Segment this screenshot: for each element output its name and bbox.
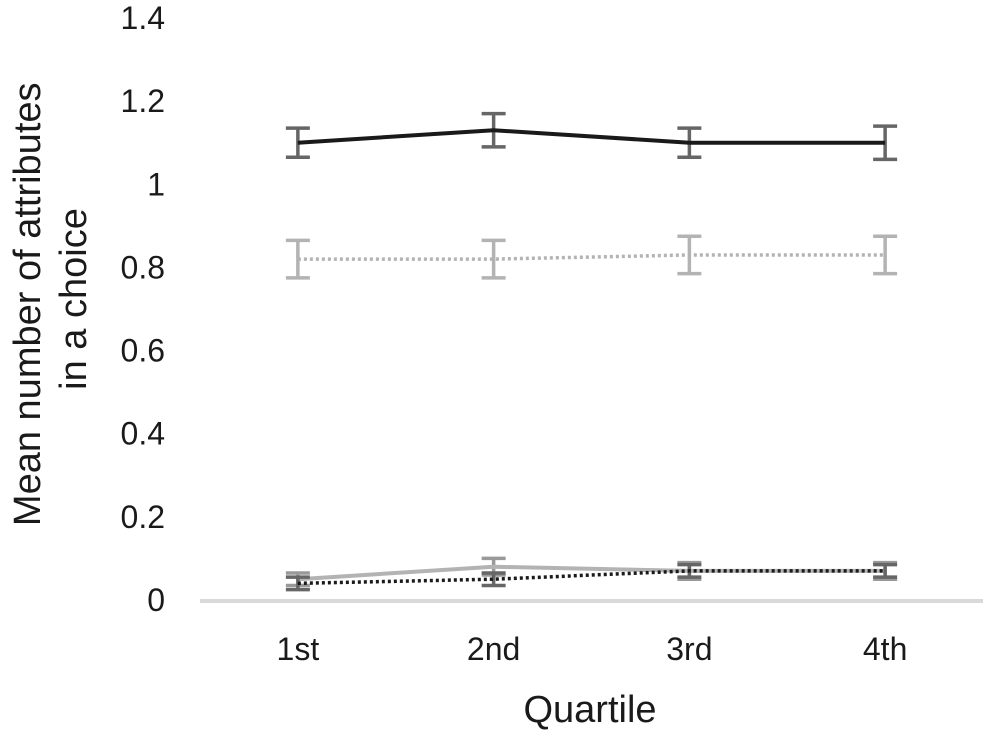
- y-tick-label: 0: [147, 582, 165, 618]
- y-axis-title: Mean number of attributes in a choice: [7, 72, 95, 526]
- y-axis-title-line-1: Mean number of attributes: [7, 82, 49, 526]
- y-axis-title-line-2: in a choice: [53, 208, 95, 390]
- series-2: [285, 234, 898, 280]
- series-4: [285, 562, 898, 592]
- series-layer: [285, 111, 898, 592]
- x-tick-label: 3rd: [666, 631, 712, 667]
- x-axis-title: Quartile: [523, 689, 656, 731]
- y-tick-label: 1.4: [121, 0, 165, 36]
- x-tick-label: 4th: [863, 631, 907, 667]
- series-line: [297, 253, 886, 261]
- x-tick-label: 1st: [277, 631, 320, 667]
- y-tick-label: 0.6: [121, 333, 165, 369]
- y-tick-label: 1: [147, 166, 165, 202]
- y-tick-label: 0.2: [121, 499, 165, 535]
- series-line: [297, 128, 886, 145]
- y-tick-label: 0.8: [121, 249, 165, 285]
- y-axis-ticks: 0 0.2 0.4 0.6 0.8 1 1.2 1.4: [121, 0, 165, 618]
- series-1: [285, 111, 898, 162]
- x-axis-ticks: 1st 2nd 3rd 4th: [277, 631, 908, 667]
- series-line: [297, 569, 886, 586]
- x-tick-label: 2nd: [467, 631, 520, 667]
- y-tick-label: 0.4: [121, 416, 165, 452]
- y-tick-label: 1.2: [121, 83, 165, 119]
- series-line: [297, 564, 886, 582]
